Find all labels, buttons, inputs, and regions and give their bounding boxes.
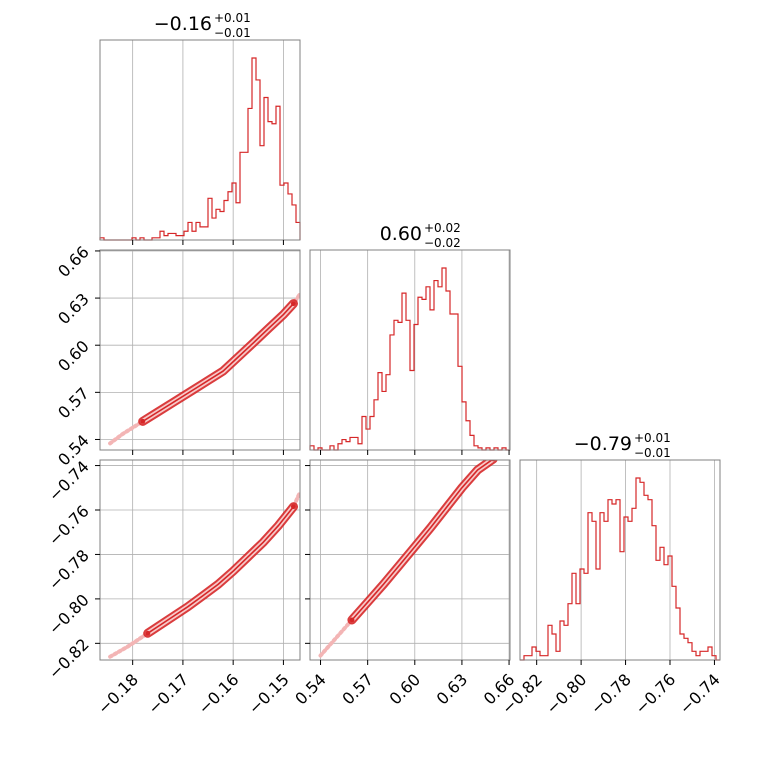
histogram-step-line xyxy=(309,267,510,451)
x-tick-label: −0.80 xyxy=(542,670,590,718)
y-tick-label: −0.82 xyxy=(45,635,93,683)
x-tick: 0.54 xyxy=(291,670,330,709)
title-minus-error: −0.02 xyxy=(424,236,461,250)
density-layer xyxy=(108,292,300,446)
x-tick: −0.74 xyxy=(676,670,724,718)
y-tick: −0.76 xyxy=(45,501,93,549)
histogram-step-line xyxy=(99,57,301,241)
title-plus-error: +0.02 xyxy=(424,221,461,235)
x-tick: −0.76 xyxy=(631,670,679,718)
x-tick-label: −0.18 xyxy=(94,670,142,718)
x-tick-label: 0.54 xyxy=(291,670,330,709)
x-tick: −0.17 xyxy=(144,670,192,718)
x-tick-label: −0.76 xyxy=(631,670,679,718)
panel-background xyxy=(100,250,300,450)
histogram-title: −0.16 +0.01−0.01 xyxy=(154,11,251,40)
x-tick: 0.63 xyxy=(433,670,472,709)
histogram-panel-p2: −0.82−0.80−0.78−0.76−0.74−0.79 +0.01−0.01 xyxy=(498,431,724,718)
scatter-panel-p0-p2: −0.18 −0.17 −0.16 −0.15 −0.82−0.80−0.78−0.76… xyxy=(45,457,301,718)
title-minus-error: −0.01 xyxy=(634,446,671,460)
x-tick: −0.15 xyxy=(245,670,293,718)
density-contour-inner xyxy=(146,505,295,635)
density-layer xyxy=(318,460,498,658)
y-tick-label: −0.76 xyxy=(45,501,93,549)
y-tick-label: 0.66 xyxy=(54,242,93,281)
y-tick: −0.82 xyxy=(45,635,93,683)
title-plus-error: +0.01 xyxy=(214,11,251,25)
x-tick: 0.57 xyxy=(338,670,377,709)
panel-background xyxy=(520,460,720,660)
histogram-panel-p1: 0.60 +0.02−0.02 xyxy=(309,221,511,455)
y-tick-label: −0.78 xyxy=(45,546,93,594)
panel-border xyxy=(309,459,511,661)
histogram-title: −0.79 +0.01−0.01 xyxy=(574,431,671,460)
title-median: −0.16 xyxy=(154,13,212,35)
density-contour-inner xyxy=(351,460,494,621)
x-tick-label: −0.78 xyxy=(587,670,635,718)
x-tick-label: −0.16 xyxy=(194,670,242,718)
density-contour-inner xyxy=(141,302,295,423)
panel-border xyxy=(309,249,511,451)
x-tick-label: −0.15 xyxy=(245,670,293,718)
y-tick-label: 0.57 xyxy=(54,384,93,423)
x-tick-label: 0.60 xyxy=(385,670,424,709)
y-tick-label: 0.63 xyxy=(54,289,93,328)
scatter-panel-p1-p2: 0.54 0.57 0.60 0.63 0.66 xyxy=(291,459,518,709)
sample-point xyxy=(290,301,296,307)
sample-point xyxy=(140,418,146,424)
panel-border xyxy=(99,39,301,241)
y-tick: −0.78 xyxy=(45,546,93,594)
panel-border xyxy=(99,459,301,661)
x-tick: 0.60 xyxy=(385,670,424,709)
x-tick: −0.80 xyxy=(542,670,590,718)
y-tick-label: −0.80 xyxy=(45,590,93,638)
y-tick: 0.60 xyxy=(54,337,93,376)
panel-background xyxy=(310,460,510,660)
panel-border xyxy=(99,249,301,451)
sample-point xyxy=(491,460,496,462)
sample-point xyxy=(290,504,296,510)
x-tick-label: −0.74 xyxy=(676,670,724,718)
density-layer xyxy=(108,490,300,659)
x-tick-label: 0.63 xyxy=(433,670,472,709)
panel-background xyxy=(100,40,300,240)
panel-background xyxy=(100,460,300,660)
x-tick: −0.78 xyxy=(587,670,635,718)
x-tick: −0.18 xyxy=(94,670,142,718)
panel-border xyxy=(519,459,721,661)
title-plus-error: +0.01 xyxy=(634,431,671,445)
x-tick-label: 0.57 xyxy=(338,670,377,709)
title-median: −0.79 xyxy=(574,433,632,455)
y-tick-label: 0.60 xyxy=(54,337,93,376)
title-minus-error: −0.01 xyxy=(214,26,251,40)
y-tick: −0.80 xyxy=(45,590,93,638)
histogram-panel-p0: −0.16 +0.01−0.01 xyxy=(99,11,301,245)
y-tick: 0.63 xyxy=(54,289,93,328)
scatter-panel-p0-p1: 0.540.570.600.630.66 xyxy=(54,242,301,469)
y-tick: 0.57 xyxy=(54,384,93,423)
sample-point xyxy=(349,617,355,623)
y-tick: 0.66 xyxy=(54,242,93,281)
title-median: 0.60 xyxy=(380,223,422,245)
sample-point xyxy=(145,630,151,636)
x-tick-label: −0.17 xyxy=(144,670,192,718)
histogram-step-line xyxy=(520,477,720,661)
x-tick: −0.16 xyxy=(194,670,242,718)
histogram-title: 0.60 +0.02−0.02 xyxy=(380,221,461,250)
